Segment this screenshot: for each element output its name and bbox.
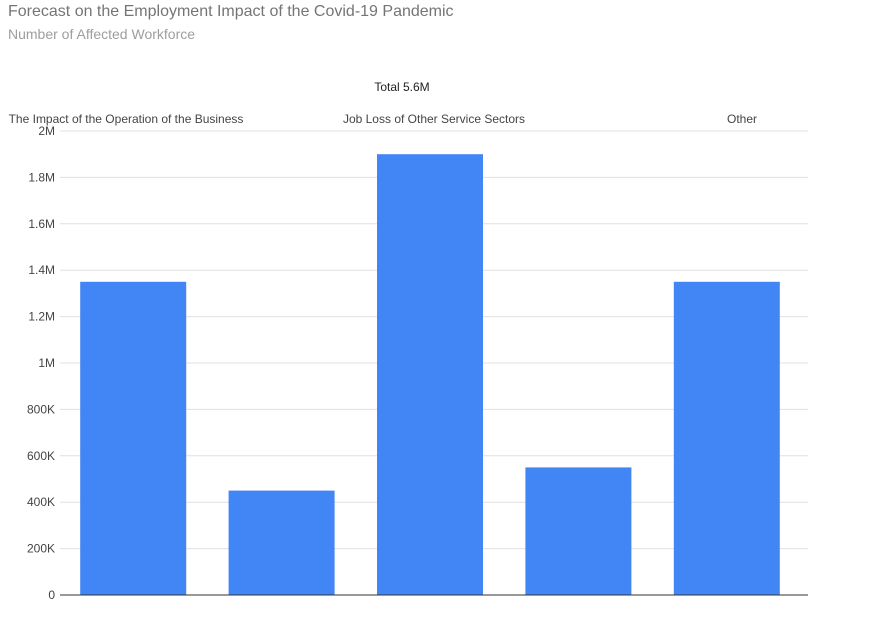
y-tick-label: 600K <box>27 449 55 463</box>
bar[interactable] <box>377 154 483 595</box>
category-labels: The Impact of the Operation of the Busin… <box>9 112 757 126</box>
bar[interactable] <box>80 281 187 595</box>
total-label: Total 5.6M <box>374 80 429 94</box>
y-tick-label: 400K <box>27 495 55 509</box>
bar[interactable] <box>525 467 632 595</box>
category-label: The Impact of the Operation of the Busin… <box>9 112 244 126</box>
y-tick-label: 1.2M <box>28 310 55 324</box>
y-tick-label: 1.6M <box>28 217 55 231</box>
y-tick-label: 1.4M <box>28 263 55 277</box>
chart-subtitle: Number of Affected Workforce <box>8 26 196 42</box>
category-label: Job Loss of Other Service Sectors <box>343 112 525 126</box>
bar[interactable] <box>673 281 780 595</box>
y-tick-label: 0 <box>48 588 55 602</box>
bars <box>80 154 780 595</box>
bar[interactable] <box>228 490 335 595</box>
y-tick-label: 1.8M <box>28 170 55 184</box>
y-tick-label: 800K <box>27 402 55 416</box>
chart-title: Forecast on the Employment Impact of the… <box>8 3 454 20</box>
y-tick-label: 200K <box>27 542 55 556</box>
category-label: Other <box>727 112 757 126</box>
y-tick-label: 1M <box>38 356 55 370</box>
y-tick-label: 2M <box>38 124 55 138</box>
y-axis-ticks: 0 200K 400K 600K 800K 1M 1.2M 1.4M 1.6M 1.8M 2M <box>27 124 55 602</box>
